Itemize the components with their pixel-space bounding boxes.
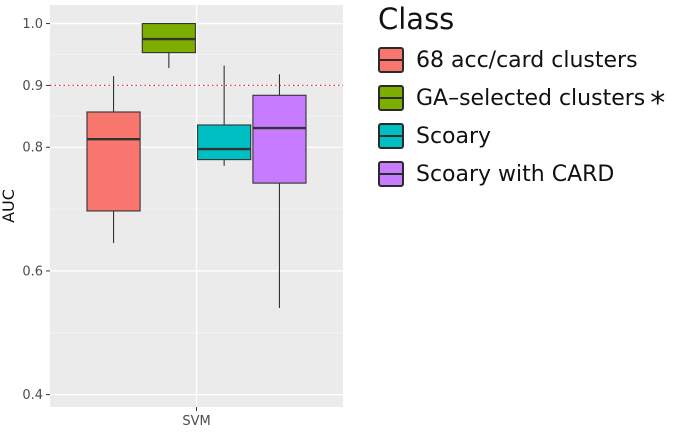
x-tick-label: SVM: [182, 414, 210, 429]
box-ga-selected-clusters: [141, 23, 196, 69]
box-iqr: [86, 111, 141, 212]
legend-item-68-acc-card-clusters: 68 acc/card clusters: [378, 41, 696, 79]
boxplot-chart: 0.4 0.6 0.8 0.9 1.0 SVM AUC: [0, 5, 343, 429]
y-tick-label: 0.6: [22, 264, 43, 279]
legend: Class 68 acc/card clusters GA–selected cl…: [378, 2, 696, 193]
y-tick-label: 0.4: [22, 388, 43, 403]
box-iqr: [252, 94, 307, 184]
legend-item-scoary: Scoary: [378, 117, 696, 155]
box-iqr: [197, 124, 252, 161]
box-scoary-with-card: [252, 74, 307, 309]
legend-label: Scoary: [416, 123, 492, 149]
legend-swatch: [378, 161, 404, 187]
x-axis: SVM: [182, 407, 211, 429]
legend-swatch: [378, 47, 404, 73]
y-axis: 0.4 0.6 0.8 0.9 1.0: [22, 17, 50, 403]
legend-swatch: [378, 85, 404, 111]
legend-label: Scoary with CARD: [416, 161, 615, 187]
y-axis-label: AUC: [0, 189, 18, 223]
legend-title: Class: [378, 2, 455, 36]
legend-items: 68 acc/card clusters GA–selected clusters…: [378, 41, 696, 193]
y-tick-label: 0.9: [22, 79, 43, 94]
box-scoary: [197, 65, 252, 166]
legend-item-scoary-with-card: Scoary with CARD: [378, 155, 696, 193]
y-tick-label: 0.8: [22, 141, 43, 156]
legend-swatch: [378, 123, 404, 149]
box-68-acc-card-clusters: [86, 76, 141, 244]
legend-label: 68 acc/card clusters: [416, 47, 638, 73]
legend-item-ga-selected-clusters: GA–selected clusters *: [378, 79, 696, 121]
boxes-group: [86, 23, 307, 309]
y-tick-label: 1.0: [22, 17, 43, 32]
legend-label: GA–selected clusters: [416, 85, 646, 111]
significance-asterisk: *: [650, 86, 666, 121]
